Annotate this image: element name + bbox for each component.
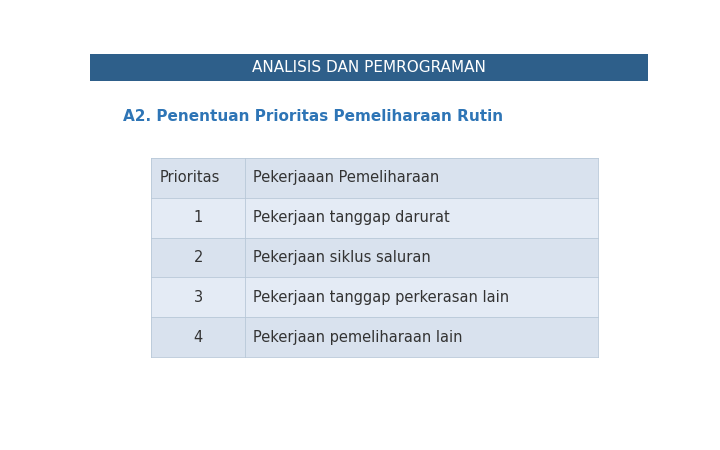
Bar xyxy=(151,158,598,198)
Text: 2: 2 xyxy=(194,250,203,265)
Bar xyxy=(90,54,648,81)
Text: 1: 1 xyxy=(194,210,203,225)
Text: Pekerjaan pemeliharaan lain: Pekerjaan pemeliharaan lain xyxy=(253,330,463,345)
Text: Pekerjaan tanggap darurat: Pekerjaan tanggap darurat xyxy=(253,210,450,225)
Text: A2. Penentuan Prioritas Pemeliharaan Rutin: A2. Penentuan Prioritas Pemeliharaan Rut… xyxy=(124,109,503,124)
Text: Pekerjaaan Pemeliharaan: Pekerjaaan Pemeliharaan xyxy=(253,171,440,185)
Text: 4: 4 xyxy=(194,330,203,345)
Text: Prioritas: Prioritas xyxy=(160,171,220,185)
Bar xyxy=(151,238,598,278)
Text: Pekerjaan siklus saluran: Pekerjaan siklus saluran xyxy=(253,250,431,265)
Text: ANALISIS DAN PEMROGRAMAN: ANALISIS DAN PEMROGRAMAN xyxy=(252,60,486,75)
Bar xyxy=(151,198,598,238)
Text: Pekerjaan tanggap perkerasan lain: Pekerjaan tanggap perkerasan lain xyxy=(253,290,510,305)
Bar xyxy=(151,317,598,357)
Text: 3: 3 xyxy=(194,290,203,305)
Bar xyxy=(151,278,598,317)
